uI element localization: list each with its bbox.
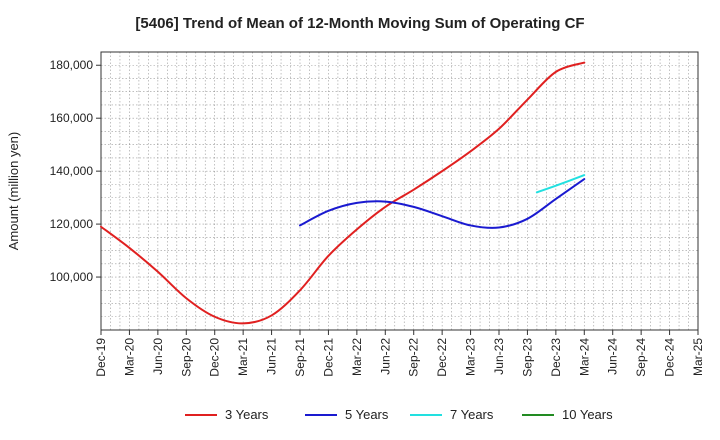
series-group bbox=[100, 61, 586, 325]
x-tick-label: Dec-23 bbox=[549, 338, 563, 377]
x-tick-label: Dec-24 bbox=[663, 338, 677, 377]
x-tick-label: Mar-25 bbox=[691, 338, 705, 376]
x-tick-label: Sep-20 bbox=[179, 338, 193, 377]
legend: 3 Years 5 Years 7 Years 10 Years bbox=[185, 407, 613, 422]
y-tick-label: 100,000 bbox=[50, 270, 94, 284]
y-axis-label: Amount (million yen) bbox=[6, 132, 21, 251]
y-tick-label: 180,000 bbox=[50, 58, 94, 72]
x-tick-label: Dec-19 bbox=[94, 338, 108, 377]
x-tick-label: Sep-24 bbox=[634, 338, 648, 377]
y-tick-label: 120,000 bbox=[50, 217, 94, 231]
y-axis: 100,000 120,000 140,000 160,000 180,000 bbox=[50, 58, 101, 284]
x-tick-label: Sep-21 bbox=[293, 338, 307, 377]
y-tick-label: 140,000 bbox=[50, 164, 94, 178]
chart-title: [5406] Trend of Mean of 12-Month Moving … bbox=[135, 15, 584, 32]
series-line-7-years bbox=[535, 174, 586, 194]
x-tick-label: Mar-20 bbox=[122, 338, 136, 376]
x-axis: Dec-19 Mar-20 Jun-20 Sep-20 Dec-20 Mar-21 Jun-… bbox=[94, 330, 705, 377]
x-tick-label: Dec-20 bbox=[208, 338, 222, 377]
x-tick-label: Mar-21 bbox=[236, 338, 250, 376]
legend-label-5-years: 5 Years bbox=[345, 407, 389, 422]
plot-frame bbox=[100, 51, 699, 331]
x-tick-label: Mar-23 bbox=[464, 338, 478, 376]
legend-label-10-years: 10 Years bbox=[562, 407, 613, 422]
x-tick-label: Jun-21 bbox=[265, 338, 279, 375]
x-tick-label: Dec-22 bbox=[435, 338, 449, 377]
x-tick-label: Jun-22 bbox=[378, 338, 392, 375]
legend-label-7-years: 7 Years bbox=[450, 407, 494, 422]
x-tick-label: Jun-23 bbox=[492, 338, 506, 375]
series-line-5-years bbox=[299, 178, 586, 229]
x-tick-label: Sep-22 bbox=[407, 338, 421, 377]
legend-label-3-years: 3 Years bbox=[225, 407, 269, 422]
x-tick-label: Sep-23 bbox=[520, 338, 534, 377]
series-line-3-years bbox=[100, 61, 586, 325]
x-tick-label: Mar-22 bbox=[350, 338, 364, 376]
x-tick-label: Jun-24 bbox=[606, 338, 620, 375]
x-tick-label: Dec-21 bbox=[321, 338, 335, 377]
grid bbox=[101, 51, 698, 331]
x-tick-label: Mar-24 bbox=[577, 338, 591, 376]
y-tick-label: 160,000 bbox=[50, 111, 94, 125]
x-tick-label: Jun-20 bbox=[151, 338, 165, 375]
